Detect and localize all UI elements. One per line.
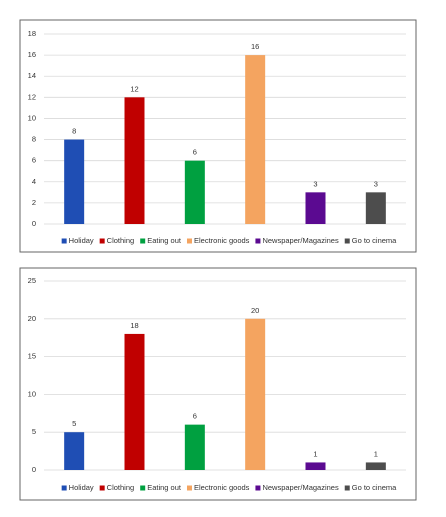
y-tick-label: 6 — [32, 156, 36, 165]
legend-swatch — [99, 485, 105, 491]
legend-swatch — [344, 238, 350, 244]
legend-label: Electronic goods — [194, 483, 250, 492]
y-tick-label: 12 — [28, 92, 36, 101]
bar — [184, 160, 205, 224]
data-label: 3 — [313, 179, 317, 188]
bar — [184, 424, 205, 470]
bar — [245, 318, 266, 470]
y-tick-label: 8 — [32, 135, 36, 144]
bar — [365, 192, 386, 224]
legend-swatch — [186, 485, 192, 491]
legend-label: Clothing — [107, 483, 135, 492]
legend-label: Eating out — [147, 483, 182, 492]
legend-swatch — [344, 485, 350, 491]
legend-label: Newspaper/Magazines — [262, 236, 339, 245]
data-label: 16 — [251, 42, 259, 51]
legend-label: Holiday — [69, 236, 94, 245]
bar — [64, 432, 85, 470]
legend-label: Newspaper/Magazines — [262, 483, 339, 492]
bar — [124, 333, 145, 470]
legend-swatch — [61, 485, 67, 491]
bar — [365, 462, 386, 470]
data-label: 1 — [374, 449, 378, 458]
data-label: 6 — [193, 148, 197, 157]
legend-label: Go to cinema — [352, 236, 397, 245]
legend-swatch — [140, 485, 146, 491]
data-label: 5 — [72, 419, 76, 428]
y-tick-label: 18 — [28, 29, 36, 38]
bar — [124, 97, 145, 224]
y-tick-label: 10 — [28, 389, 36, 398]
bar — [245, 55, 266, 224]
y-tick-label: 0 — [32, 219, 36, 228]
y-tick-label: 15 — [28, 352, 36, 361]
legend-swatch — [186, 238, 192, 244]
bar — [305, 462, 326, 470]
chart-frame — [19, 19, 417, 253]
y-tick-label: 5 — [32, 427, 36, 436]
y-tick-label: 25 — [28, 276, 36, 285]
bar — [305, 192, 326, 224]
y-tick-label: 2 — [32, 198, 36, 207]
data-label: 6 — [193, 412, 197, 421]
chart-frame — [19, 267, 417, 501]
data-label: 12 — [130, 84, 138, 93]
bar — [64, 139, 85, 224]
legend-label: Clothing — [107, 236, 135, 245]
data-label: 20 — [251, 306, 259, 315]
legend-swatch — [255, 485, 261, 491]
legend-label: Eating out — [147, 236, 182, 245]
legend-swatch — [61, 238, 67, 244]
legend-label: Electronic goods — [194, 236, 250, 245]
y-tick-label: 14 — [28, 71, 36, 80]
legend-swatch — [255, 238, 261, 244]
y-tick-label: 10 — [28, 113, 36, 122]
y-tick-label: 4 — [32, 177, 36, 186]
y-tick-label: 0 — [32, 465, 36, 474]
legend-label: Go to cinema — [352, 483, 397, 492]
data-label: 18 — [130, 321, 138, 330]
legend-swatch — [99, 238, 105, 244]
data-label: 8 — [72, 127, 76, 136]
legend-label: Holiday — [69, 483, 94, 492]
y-tick-label: 16 — [28, 50, 36, 59]
y-tick-label: 20 — [28, 314, 36, 323]
legend-swatch — [140, 238, 146, 244]
data-label: 1 — [313, 449, 317, 458]
data-label: 3 — [374, 179, 378, 188]
